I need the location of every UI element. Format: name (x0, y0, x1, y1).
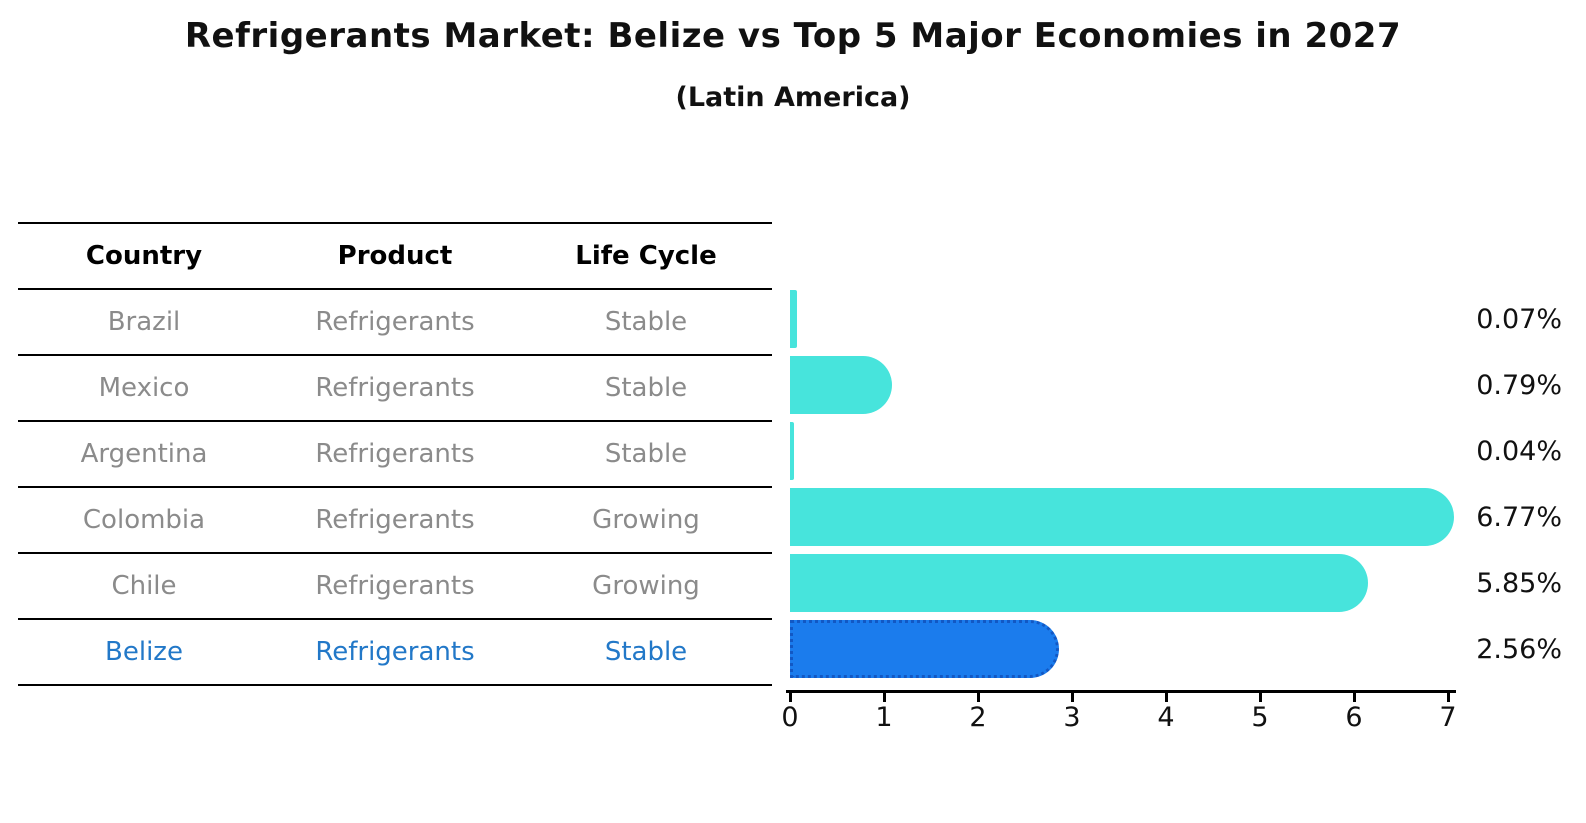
x-axis-tick (788, 693, 792, 702)
value-label-argentina: 0.04% (1476, 435, 1562, 467)
x-axis-tick (1352, 693, 1356, 702)
cell-product: Refrigerants (315, 505, 475, 535)
cell-country: Belize (105, 637, 183, 667)
x-axis-tick (1258, 693, 1262, 702)
value-label-belize: 2.56% (1476, 633, 1562, 665)
table-row: Brazil Refrigerants Stable (18, 290, 772, 356)
cell-life-cycle: Growing (592, 571, 700, 601)
cell-life-cycle: Stable (604, 373, 688, 403)
table-row: Mexico Refrigerants Stable (18, 356, 772, 422)
bar-chile (790, 554, 1368, 612)
table-row: Colombia Refrigerants Growing (18, 488, 772, 554)
cell-product: Refrigerants (315, 439, 475, 469)
x-axis-tick (1070, 693, 1074, 702)
table-row: Chile Refrigerants Growing (18, 554, 772, 620)
x-axis-tick-label: 5 (1251, 702, 1269, 733)
bar-belize-highlighted (790, 620, 1059, 678)
cell-product: Refrigerants (315, 307, 475, 337)
cell-product: Refrigerants (315, 571, 475, 601)
column-header-country: Country (85, 241, 203, 271)
cell-life-cycle: Stable (604, 439, 688, 469)
cell-life-cycle: Stable (604, 307, 688, 337)
column-header-product: Product (337, 241, 453, 271)
x-axis-tick (976, 693, 980, 702)
x-axis-tick-label: 7 (1439, 702, 1457, 733)
x-axis-tick (1446, 693, 1450, 702)
x-axis-tick-label: 1 (875, 702, 893, 733)
chart-subtitle: (Latin America) (675, 82, 911, 113)
value-label-chile: 5.85% (1476, 567, 1562, 599)
table-row-belize-highlighted: Belize Refrigerants Stable (18, 620, 772, 686)
x-axis-line (786, 690, 1456, 693)
chart-title: Refrigerants Market: Belize vs Top 5 Maj… (184, 16, 1402, 56)
table-header-row: Country Product Life Cycle (18, 224, 772, 290)
value-label-mexico: 0.79% (1476, 369, 1562, 401)
cell-product: Refrigerants (315, 637, 475, 667)
cell-life-cycle: Stable (604, 637, 688, 667)
bar-argentina (790, 422, 794, 480)
cell-country: Brazil (107, 307, 181, 337)
value-label-colombia: 6.77% (1476, 501, 1562, 533)
bar-colombia (790, 488, 1455, 546)
cell-country: Argentina (80, 439, 208, 469)
x-axis-tick-label: 2 (969, 702, 987, 733)
column-header-life-cycle: Life Cycle (575, 241, 717, 271)
x-axis-tick (882, 693, 886, 702)
x-axis-tick-label: 4 (1157, 702, 1175, 733)
cell-country: Chile (111, 571, 177, 601)
cell-product: Refrigerants (315, 373, 475, 403)
cell-country: Mexico (98, 373, 190, 403)
cell-life-cycle: Growing (592, 505, 700, 535)
bar-mexico (790, 356, 893, 414)
bar-brazil (790, 290, 797, 348)
country-table: Country Product Life Cycle Brazil Refrig… (18, 222, 772, 686)
value-label-brazil: 0.07% (1476, 303, 1562, 335)
x-axis-tick-label: 0 (781, 702, 799, 733)
table-row: Argentina Refrigerants Stable (18, 422, 772, 488)
x-axis-tick-label: 6 (1345, 702, 1363, 733)
cell-country: Colombia (82, 505, 206, 535)
x-axis-tick (1164, 693, 1168, 702)
x-axis-tick-label: 3 (1063, 702, 1081, 733)
